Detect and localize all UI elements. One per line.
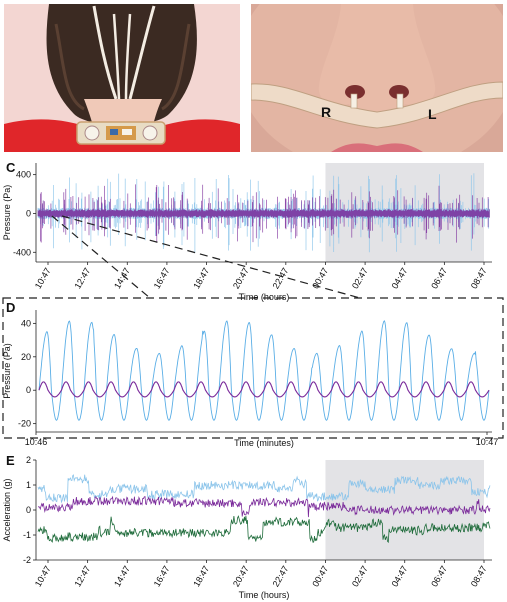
x-tick-label-E: 08:47 — [469, 564, 489, 589]
x-tick-label-E: 14:47 — [112, 564, 132, 589]
nostril-left-label: L — [428, 106, 437, 122]
nostril-right-label: R — [321, 104, 332, 120]
y-tick-label-D: 40 — [21, 318, 31, 328]
y-tick-label-C: 400 — [16, 170, 31, 180]
x-tick-label-C: 12:47 — [72, 266, 92, 291]
x-tick-label-C: 16:47 — [152, 266, 172, 291]
zoom-box — [2, 297, 504, 439]
x-tick-label-C: 04:47 — [390, 266, 410, 291]
x-tick-label-E: 02:47 — [350, 564, 370, 589]
y-axis-label-C: Pressure (Pa) — [2, 185, 12, 241]
x-tick-label-C: 02:47 — [350, 266, 370, 291]
y-tick-label-D: 20 — [21, 352, 31, 362]
x-axis-label-E: Time (hours) — [239, 590, 290, 600]
y-tick-label-C: 0 — [26, 208, 31, 218]
series-c-1 — [37, 184, 490, 243]
y-tick-label-E: 0 — [26, 505, 31, 515]
panel-e-letter: E — [6, 453, 15, 468]
x-tick-label-E: 20:47 — [231, 564, 251, 589]
x-tick-label-E: 06:47 — [429, 564, 449, 589]
series-d-1 — [38, 381, 490, 398]
series-e-2 — [37, 515, 491, 544]
x-tick-label-D: 10:47 — [476, 437, 499, 447]
x-tick-label-E: 18:47 — [191, 564, 211, 589]
x-tick-label-C: 10:47 — [33, 266, 53, 291]
y-tick-label-D: 0 — [26, 385, 31, 395]
x-axis-label-C: Time (hours) — [239, 292, 290, 302]
y-tick-label-E: 1 — [26, 480, 31, 490]
panel-d-letter: D — [6, 300, 16, 315]
x-tick-label-C: 22:47 — [271, 266, 291, 291]
x-tick-label-E: 22:47 — [271, 564, 291, 589]
panel-b-image: R L — [251, 4, 503, 152]
y-tick-label-E: -1 — [23, 530, 31, 540]
zoom-connector-right — [61, 215, 361, 299]
panel-c-letter: C — [6, 160, 16, 175]
x-tick-label-E: 04:47 — [390, 564, 410, 589]
x-tick-label-C: 20:47 — [231, 266, 251, 291]
y-tick-label-E: 2 — [26, 455, 31, 465]
y-axis-label-D: Pressure (Pa) — [2, 343, 12, 399]
x-axis-label-D: Time (minutes) — [234, 438, 294, 448]
panel-a-image — [4, 4, 240, 152]
series-e-0 — [37, 474, 491, 504]
x-tick-label-C: 14:47 — [112, 266, 132, 291]
x-tick-label-E: 16:47 — [152, 564, 172, 589]
y-axis-label-E: Acceleration (g) — [2, 478, 12, 541]
series-e-1 — [38, 495, 491, 518]
y-tick-label-E: -2 — [23, 555, 31, 565]
x-tick-label-E: 12:47 — [72, 564, 92, 589]
neck-sensor-illustration — [4, 4, 240, 152]
y-tick-label-D: -20 — [18, 419, 31, 429]
y-tick-label-C: -400 — [13, 247, 31, 257]
zoom-connector-left — [51, 215, 151, 299]
x-tick-label-E: 00:47 — [310, 564, 330, 589]
x-tick-label-C: 08:47 — [469, 266, 489, 291]
x-tick-label-E: 10:47 — [33, 564, 53, 589]
nasal-cannula-illustration — [251, 4, 503, 152]
x-tick-label-C: 18:47 — [191, 266, 211, 291]
x-tick-label-D: 10:46 — [25, 437, 48, 447]
series-d-0 — [38, 320, 490, 421]
x-tick-label-C: 06:47 — [429, 266, 449, 291]
